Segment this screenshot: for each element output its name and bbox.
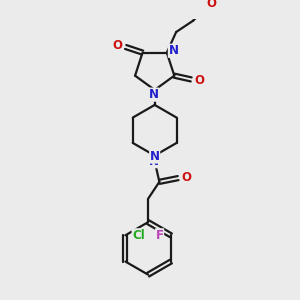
Text: O: O (195, 74, 205, 87)
Text: N: N (150, 150, 160, 163)
Text: N: N (149, 155, 159, 168)
Text: O: O (112, 39, 122, 52)
Text: F: F (156, 229, 164, 242)
Text: N: N (149, 88, 159, 101)
Text: O: O (206, 0, 216, 10)
Text: N: N (168, 44, 178, 57)
Text: O: O (182, 171, 192, 184)
Text: Cl: Cl (132, 229, 145, 242)
